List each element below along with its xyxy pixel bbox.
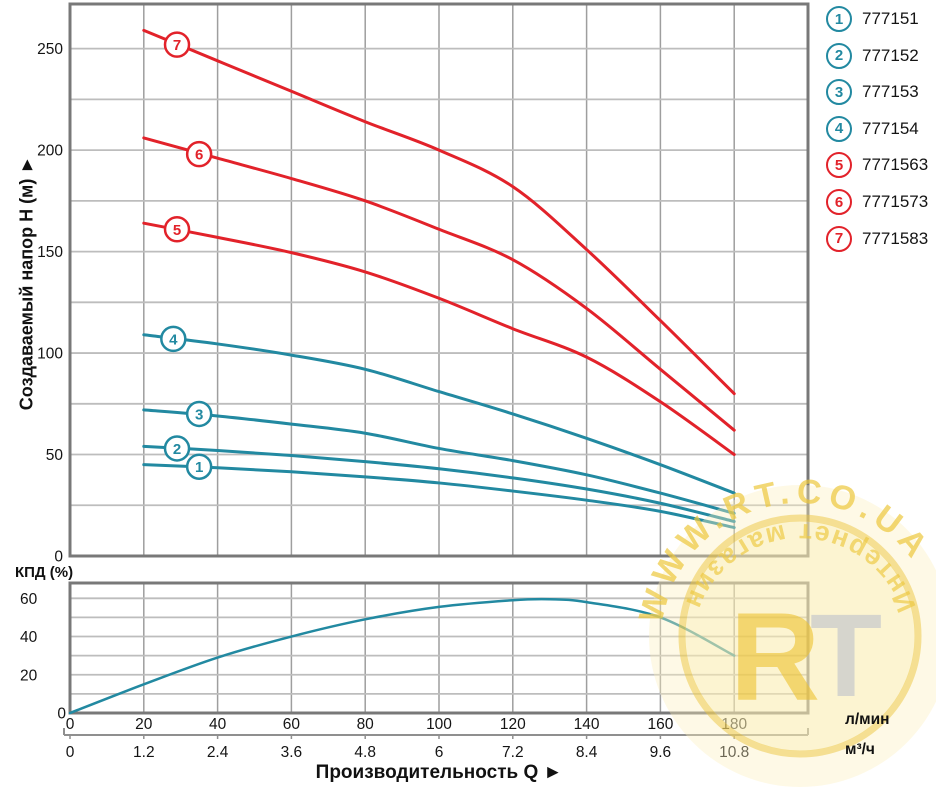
efficiency-y-tick-label: 20 [20,667,38,684]
efficiency-y-tick-label: 40 [20,629,38,646]
efficiency-plot-border [68,581,810,715]
x-tick-label-m3h: 1.2 [133,744,155,761]
head-curve-1 [142,463,736,530]
head-plot-border [68,2,810,558]
legend-code: 7771583 [862,228,929,248]
curve-marker-number-4: 4 [169,331,178,348]
x-tick-label-lmin: 20 [135,716,153,733]
curve-marker-number-2: 2 [173,441,181,458]
x-tick-label-lmin: 0 [66,716,75,733]
x-tick-label-m3h: 6 [435,744,444,761]
legend: 1 777151 2 777152 3 777153 4 777154 5 7771563 6 777… [826,2,936,264]
legend-code: 777151 [862,9,919,28]
legend-marker-6: 6 [826,189,852,215]
efficiency-y-tick-label: 60 [20,591,38,608]
x-tick-label-m3h: 8.4 [576,744,598,761]
head-curve-7 [142,28,736,396]
efficiency-curve [68,597,736,715]
curve-marker-number-6: 6 [195,147,203,164]
head-y-tick-label: 100 [37,346,63,363]
curve-marker-circle-7 [163,31,191,58]
head-y-tick-label: 150 [37,244,63,261]
head-curves [142,28,736,530]
efficiency-y-tick-label: 0 [57,706,66,723]
curve-marker-circle-6 [185,140,213,168]
x-tick-label-m3h: 10.8 [719,744,749,761]
head-y-tick-label: 200 [37,143,63,160]
unit-lmin-label: л/мин [845,711,890,728]
legend-marker-3: 3 [826,79,852,106]
legend-code: 7771563 [862,155,929,175]
curve-marker-circle-1 [185,453,213,480]
legend-item-5: 5 7771563 [826,149,928,181]
unit-m3h-label: м³/ч [845,741,875,758]
legend-item-2: 2 777152 [826,40,919,72]
head-curve-3 [142,408,736,515]
head-y-tick-label: 0 [54,549,63,566]
curve-marker-circle-4 [160,325,187,353]
curve-marker-number-7: 7 [173,37,181,54]
legend-item-1: 1 777151 [826,3,919,35]
x-axis-title: Производительность Q ► [315,762,563,783]
head-curve-6 [142,136,736,432]
x-tick-label-lmin: 160 [647,716,673,733]
watermark-ring [678,514,922,758]
legend-item-3: 3 777153 [826,76,919,108]
curve-marker-number-1: 1 [195,459,203,476]
x-tick-label-m3h: 4.8 [354,744,376,761]
secondary-axis-line [63,728,809,739]
x-tick-label-m3h: 3.6 [281,744,303,761]
head-curve-2 [142,444,736,523]
watermark-halo [649,485,936,787]
x-tick-label-lmin: 100 [426,716,452,733]
legend-marker-7: 7 [826,225,852,252]
legend-item-6: 6 7771573 [826,186,928,218]
legend-marker-5: 5 [826,152,852,179]
charts-render-root: 050100150200250020406000201.2402.4603.68… [20,2,810,761]
curve-marker-circle-3 [185,400,213,428]
watermark-disc [685,521,915,751]
gridlines [70,4,808,713]
legend-item-4: 4 777154 [826,113,919,145]
curve-marker-number-3: 3 [195,406,203,423]
efficiency-axis-label: КПД (%) [15,564,74,581]
x-tick-label-m3h: 2.4 [207,744,229,761]
legend-item-7: 7 7771583 [826,223,928,255]
head-curve-4 [142,333,736,495]
watermark-letter-t: T [810,590,882,722]
x-tick-label-lmin: 120 [500,716,526,733]
legend-code: 7771573 [862,192,929,211]
head-y-tick-label: 250 [37,41,63,58]
legend-marker-4: 4 [826,115,852,142]
watermark: R T WWW.RT.CO.UA Интернет магазин [632,472,936,787]
legend-code: 777152 [862,45,919,65]
x-tick-label-m3h: 0 [66,744,75,761]
y-axis-title: Создаваемый напор H (м) ► [16,155,37,411]
curve-marker-circle-2 [163,435,191,462]
watermark-letter-r: R [730,588,820,727]
x-tick-label-lmin: 80 [357,716,375,733]
x-tick-label-lmin: 40 [209,716,227,733]
curve-marker-number-5: 5 [173,222,181,239]
curve-marker-circle-5 [163,216,191,243]
x-tick-label-m3h: 9.6 [650,744,672,761]
head-curve-5 [142,221,736,457]
x-tick-label-m3h: 7.2 [502,744,524,761]
tick-labels: 050100150200250020406000201.2402.4603.68… [20,41,749,761]
x-tick-label-lmin: 60 [283,716,301,733]
legend-marker-2: 2 [826,42,852,69]
legend-code: 777154 [862,118,919,138]
x-tick-label-lmin: 140 [574,716,600,733]
legend-code: 777153 [862,82,919,102]
head-y-tick-label: 50 [46,447,64,464]
legend-marker-1: 1 [826,6,852,32]
curve-markers: 12 3 4 5 6 7 [160,31,213,480]
